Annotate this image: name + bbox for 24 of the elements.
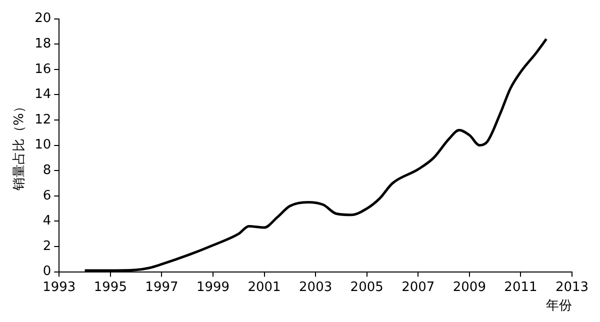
- y-tick-label: 4: [42, 214, 52, 229]
- x-tick-label: 2007: [402, 280, 435, 295]
- x-tick-label: 2001: [248, 280, 281, 295]
- y-tick-label: 20: [34, 11, 52, 26]
- y-tick-label: 18: [34, 36, 52, 52]
- x-tick-label: 1993: [42, 280, 76, 295]
- x-axis-title: 年份: [546, 298, 572, 314]
- x-tick-label: 1995: [94, 280, 127, 295]
- x-tick-label: 2011: [504, 280, 538, 295]
- y-tick-label: 16: [34, 62, 52, 77]
- x-tick-label: 2013: [555, 280, 589, 295]
- y-tick-label: 0: [42, 264, 52, 280]
- x-tick-label: 2009: [452, 280, 486, 295]
- y-tick-label: 6: [42, 188, 52, 204]
- y-tick-label: 10: [34, 138, 52, 153]
- x-tick-label: 1997: [145, 280, 178, 295]
- x-tick-label: 2005: [350, 280, 384, 295]
- y-tick-label: 12: [34, 112, 52, 128]
- y-axis-title: 销量占比（%）: [12, 100, 28, 192]
- x-tick-label: 2003: [299, 280, 332, 295]
- y-tick-label: 2: [42, 238, 52, 254]
- x-tick-label: 1999: [196, 280, 230, 295]
- y-tick-label: 8: [42, 162, 52, 178]
- y-tick-label: 14: [34, 87, 52, 102]
